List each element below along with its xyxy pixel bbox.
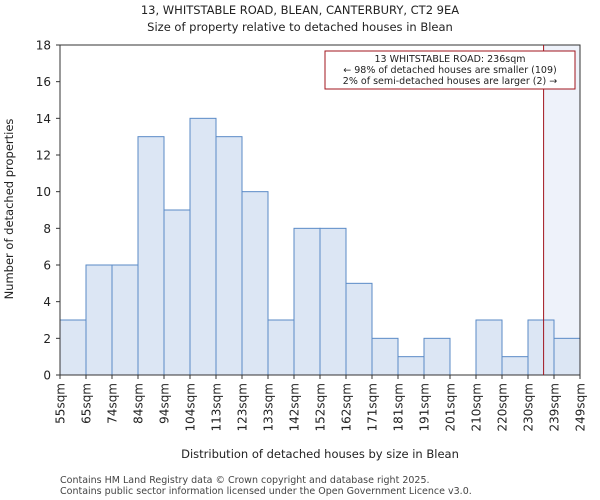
bar bbox=[85, 264, 113, 376]
x-axis-label: Distribution of detached houses by size … bbox=[181, 447, 459, 461]
bar bbox=[319, 227, 347, 376]
x-tick-label: 133sqm bbox=[262, 383, 276, 431]
x-tick-label: 220sqm bbox=[496, 383, 510, 431]
chart-subtitle: Size of property relative to detached ho… bbox=[147, 20, 453, 34]
y-tick-label: 10 bbox=[36, 185, 51, 199]
x-tick-label: 171sqm bbox=[366, 383, 380, 431]
bar bbox=[553, 337, 581, 376]
y-tick-label: 0 bbox=[43, 369, 51, 383]
x-tick-label: 191sqm bbox=[418, 383, 432, 431]
bar bbox=[241, 191, 269, 376]
bar bbox=[501, 356, 529, 376]
x-tick-label: 94sqm bbox=[158, 383, 172, 424]
x-tick-label: 201sqm bbox=[444, 383, 458, 431]
x-tick-label: 113sqm bbox=[210, 383, 224, 431]
x-tick-label: 210sqm bbox=[470, 383, 484, 431]
y-tick-label: 12 bbox=[36, 149, 51, 163]
bar bbox=[267, 319, 295, 376]
x-tick-label: 181sqm bbox=[392, 383, 406, 431]
bar bbox=[293, 227, 321, 376]
bar bbox=[397, 356, 425, 376]
y-tick-label: 14 bbox=[36, 112, 51, 126]
bar bbox=[137, 136, 165, 376]
bar bbox=[163, 209, 191, 376]
bar bbox=[371, 337, 399, 376]
x-tick-label: 142sqm bbox=[288, 383, 302, 431]
footer-line-1: Contains HM Land Registry data © Crown c… bbox=[60, 475, 430, 486]
y-tick-label: 8 bbox=[43, 222, 51, 236]
bar bbox=[345, 282, 373, 376]
x-tick-label: 162sqm bbox=[340, 383, 354, 431]
bar bbox=[475, 319, 503, 376]
x-tick-label: 230sqm bbox=[522, 383, 536, 431]
y-axis-label: Number of detached properties bbox=[2, 119, 16, 300]
y-tick-label: 16 bbox=[36, 75, 51, 89]
y-tick-label: 4 bbox=[43, 295, 51, 309]
x-tick-label: 239sqm bbox=[548, 383, 562, 431]
y-tick-label: 18 bbox=[36, 39, 51, 53]
footer-line-2: Contains public sector information licen… bbox=[60, 486, 472, 497]
plot-area: 0 2 4 6 8 10 12 14 16 18 55sqm 65sqm 74sqm 84sqm 94sqm… bbox=[36, 39, 588, 432]
bar bbox=[111, 264, 139, 376]
annotation-line: ← 98% of detached houses are smaller (10… bbox=[343, 65, 556, 76]
x-tick-label: 152sqm bbox=[314, 383, 328, 431]
bar bbox=[189, 117, 217, 376]
x-tick-label: 65sqm bbox=[80, 383, 94, 424]
annotation-line: 2% of semi-detached houses are larger (2… bbox=[343, 76, 557, 87]
x-tick-label: 74sqm bbox=[106, 383, 120, 424]
x-tick-label: 104sqm bbox=[184, 383, 198, 431]
annotation-line: 13 WHITSTABLE ROAD: 236sqm bbox=[375, 54, 526, 65]
x-tick-label: 249sqm bbox=[574, 383, 588, 431]
x-tick-label: 84sqm bbox=[132, 383, 146, 424]
y-tick-label: 6 bbox=[43, 259, 51, 273]
x-tick-label: 123sqm bbox=[236, 383, 250, 431]
x-tick-label: 55sqm bbox=[54, 383, 68, 424]
chart-title: 13, WHITSTABLE ROAD, BLEAN, CANTERBURY, … bbox=[141, 3, 459, 17]
bar bbox=[59, 319, 87, 376]
bar bbox=[215, 136, 243, 376]
y-tick-label: 2 bbox=[43, 332, 51, 346]
bar bbox=[423, 337, 451, 376]
bar bbox=[527, 319, 555, 376]
annotation-box bbox=[324, 50, 576, 90]
